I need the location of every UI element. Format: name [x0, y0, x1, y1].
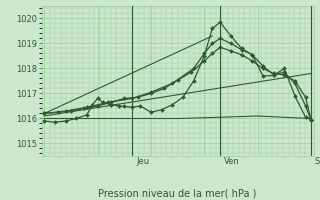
Text: Sam: Sam — [315, 157, 320, 166]
Text: Ven: Ven — [224, 157, 240, 166]
Text: Jeu: Jeu — [136, 157, 149, 166]
Text: Pression niveau de la mer( hPa ): Pression niveau de la mer( hPa ) — [99, 189, 257, 199]
